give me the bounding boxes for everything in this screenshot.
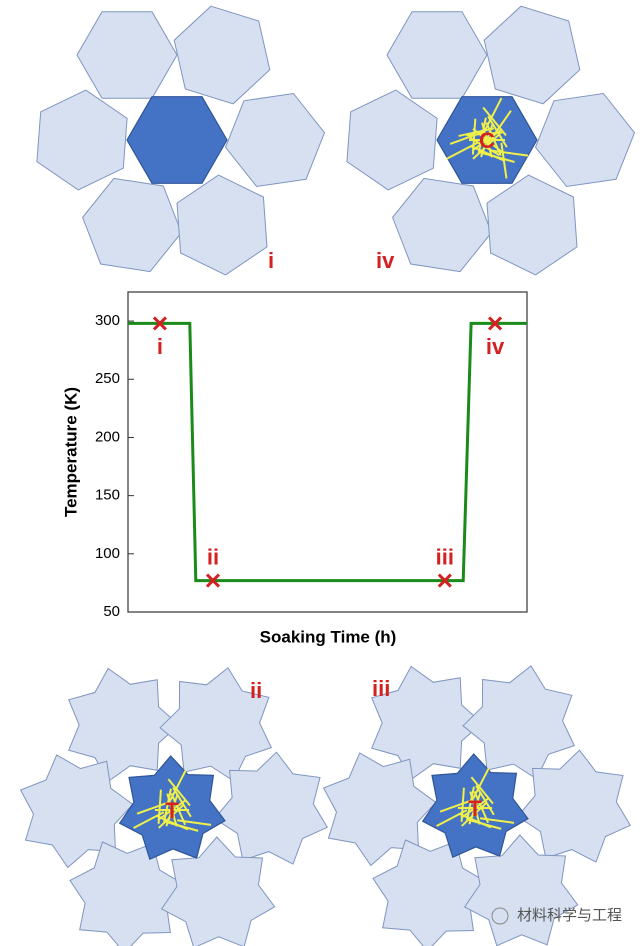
grain	[486, 174, 578, 276]
watermark: 材料科学与工程	[517, 907, 622, 924]
panel-label: iv	[376, 248, 395, 273]
nanowire	[459, 812, 492, 829]
nanowire	[470, 145, 505, 162]
marker-label: iii	[436, 544, 454, 569]
grain	[173, 5, 271, 105]
y-tick-label: 50	[103, 603, 120, 620]
marker-label: iv	[486, 334, 505, 359]
nanowire	[436, 809, 468, 827]
nanowire	[466, 131, 503, 137]
nanowire	[446, 141, 479, 160]
nanowire	[467, 135, 500, 156]
nanowire	[482, 106, 507, 137]
nanowire	[470, 776, 494, 805]
panel-label: ii	[250, 678, 262, 703]
nanowire	[461, 801, 488, 827]
nanowire	[133, 811, 165, 829]
watermark-icon	[491, 907, 509, 925]
y-tick-label: 200	[95, 428, 120, 445]
nanowire	[469, 791, 481, 825]
center-label: T	[165, 798, 179, 823]
y-tick-label: 250	[95, 370, 120, 387]
nanowire	[136, 801, 170, 815]
grain	[69, 841, 184, 946]
grain	[76, 11, 178, 99]
nanowire	[167, 778, 191, 807]
nanowire	[500, 142, 508, 179]
marker	[488, 316, 503, 331]
nanowire	[158, 803, 185, 829]
nanowire	[484, 97, 503, 131]
nanowire	[473, 790, 490, 824]
nanowire	[166, 793, 178, 827]
grain	[224, 92, 326, 188]
marker	[205, 573, 221, 588]
nanowire	[472, 127, 502, 153]
y-tick-label: 100	[95, 545, 120, 562]
grain	[392, 177, 492, 273]
grain	[534, 92, 636, 188]
grain	[483, 5, 581, 105]
y-tick-label: 150	[95, 487, 120, 504]
center-label: C	[479, 128, 495, 153]
grain	[463, 834, 579, 946]
panel-label: iii	[372, 676, 390, 701]
nanowire	[466, 786, 475, 821]
grain	[346, 89, 438, 191]
grain	[372, 839, 487, 946]
grain	[19, 754, 134, 869]
grain	[371, 665, 483, 781]
nanowire	[475, 785, 495, 816]
marker	[152, 316, 167, 331]
grain	[36, 89, 128, 191]
grain	[176, 174, 268, 276]
grain	[386, 11, 488, 99]
grain	[82, 177, 182, 273]
y-axis-title: Temperature (K)	[61, 387, 80, 517]
nanowire	[163, 788, 172, 823]
nanowire	[472, 767, 490, 800]
nanowire	[169, 769, 187, 802]
grain	[462, 665, 575, 780]
y-tick-label: 300	[95, 312, 120, 329]
marker-label: ii	[207, 544, 219, 569]
nanowire	[170, 792, 187, 826]
marker	[437, 573, 452, 588]
grain	[516, 749, 632, 863]
marker-label: i	[157, 334, 163, 359]
center-grain	[126, 96, 228, 184]
line	[128, 321, 527, 583]
panel-label: i	[268, 248, 274, 273]
nanowire	[489, 110, 512, 141]
center-label: T	[468, 796, 482, 821]
grain	[322, 752, 437, 867]
grain	[159, 667, 272, 782]
grain	[160, 836, 276, 946]
grain	[213, 751, 329, 865]
nanowire	[439, 799, 473, 813]
grain	[68, 667, 180, 783]
diagrams: C T T	[19, 5, 636, 946]
nanowire	[156, 814, 189, 831]
x-axis-title: Soaking Time (h)	[260, 627, 397, 646]
plot-frame	[127, 291, 528, 613]
nanowire	[172, 787, 192, 818]
